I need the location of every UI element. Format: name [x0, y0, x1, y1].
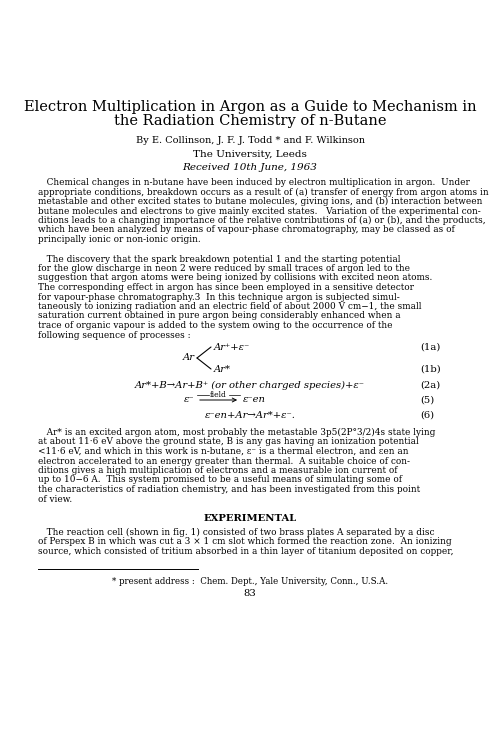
Text: following sequence of processes :: following sequence of processes : — [38, 331, 190, 340]
Text: (5): (5) — [420, 395, 434, 404]
Text: Ar: Ar — [183, 353, 195, 362]
Text: Ar*: Ar* — [214, 364, 231, 374]
Text: 83: 83 — [244, 590, 256, 598]
Text: By E. Collinson, J. F. J. Todd * and F. Wilkinson: By E. Collinson, J. F. J. Todd * and F. … — [136, 136, 364, 145]
Text: of Perspex B in which was cut a 3 × 1 cm slot which formed the reaction zone.  A: of Perspex B in which was cut a 3 × 1 cm… — [38, 538, 452, 547]
Text: The corresponding effect in argon has since been employed in a sensitive detecto: The corresponding effect in argon has si… — [38, 283, 414, 292]
Text: Received 10th June, 1963: Received 10th June, 1963 — [182, 163, 318, 172]
Text: The University, Leeds: The University, Leeds — [193, 150, 307, 159]
Text: Electron Multiplication in Argon as a Guide to Mechanism in: Electron Multiplication in Argon as a Gu… — [24, 100, 476, 114]
Text: taneously to ionizing radiation and an electric field of about 2000 V cm−1, the : taneously to ionizing radiation and an e… — [38, 302, 422, 311]
Text: (2a): (2a) — [420, 380, 440, 389]
Text: (6): (6) — [420, 410, 434, 419]
Text: EXPERIMENTAL: EXPERIMENTAL — [204, 514, 296, 523]
Text: appropriate conditions, breakdown occurs as a result of (a) transfer of energy f: appropriate conditions, breakdown occurs… — [38, 188, 488, 196]
Text: The discovery that the spark breakdown potential 1 and the starting potential: The discovery that the spark breakdown p… — [38, 254, 401, 263]
Text: of view.: of view. — [38, 494, 72, 503]
Text: the characteristics of radiation chemistry, and has been investigated from this : the characteristics of radiation chemist… — [38, 485, 420, 494]
Text: for the glow discharge in neon 2 were reduced by small traces of argon led to th: for the glow discharge in neon 2 were re… — [38, 264, 410, 273]
Text: Ar* is an excited argon atom, most probably the metastable 3p5(2P°3/2)4s state l: Ar* is an excited argon atom, most proba… — [38, 428, 436, 437]
Text: trace of organic vapour is added to the system owing to the occurrence of the: trace of organic vapour is added to the … — [38, 321, 393, 330]
Text: electron accelerated to an energy greater than thermal.  A suitable choice of co: electron accelerated to an energy greate… — [38, 457, 410, 466]
Text: the Radiation Chemistry of n-Butane: the Radiation Chemistry of n-Butane — [114, 114, 386, 128]
Text: (1a): (1a) — [420, 343, 440, 352]
Text: ε⁻en+Ar→Ar*+ε⁻.: ε⁻en+Ar→Ar*+ε⁻. — [204, 410, 296, 419]
Text: at about 11·6 eV above the ground state, B is any gas having an ionization poten: at about 11·6 eV above the ground state,… — [38, 437, 419, 446]
Text: which have been analyzed by means of vapour-phase chromatography, may be classed: which have been analyzed by means of vap… — [38, 226, 455, 235]
Text: source, which consisted of tritium absorbed in a thin layer of titanium deposite: source, which consisted of tritium absor… — [38, 547, 454, 556]
Text: principally ionic or non-ionic origin.: principally ionic or non-ionic origin. — [38, 235, 201, 244]
Text: field: field — [210, 391, 227, 399]
Text: suggestion that argon atoms were being ionized by collisions with excited neon a: suggestion that argon atoms were being i… — [38, 274, 432, 283]
Text: up to 10−6 A.  This system promised to be a useful means of simulating some of: up to 10−6 A. This system promised to be… — [38, 476, 402, 484]
Text: Chemical changes in n-butane have been induced by electron multiplication in arg: Chemical changes in n-butane have been i… — [38, 178, 470, 187]
Text: ε⁻en: ε⁻en — [243, 395, 266, 404]
Text: for vapour-phase chromatography.3  In this technique argon is subjected simul-: for vapour-phase chromatography.3 In thi… — [38, 292, 400, 302]
Text: (1b): (1b) — [420, 364, 441, 374]
Text: Ar⁺+ε⁻: Ar⁺+ε⁻ — [214, 343, 250, 352]
Text: The reaction cell (shown in fig. 1) consisted of two brass plates A separated by: The reaction cell (shown in fig. 1) cons… — [38, 528, 434, 537]
Text: ε⁻: ε⁻ — [184, 395, 195, 404]
Text: * present address :  Chem. Dept., Yale University, Conn., U.S.A.: * present address : Chem. Dept., Yale Un… — [112, 577, 388, 586]
Text: ditions gives a high multiplication of electrons and a measurable ion current of: ditions gives a high multiplication of e… — [38, 466, 398, 475]
Text: butane molecules and electrons to give mainly excited states.   Variation of the: butane molecules and electrons to give m… — [38, 206, 481, 215]
Text: Ar*+B→Ar+B⁺ (or other charged species)+ε⁻: Ar*+B→Ar+B⁺ (or other charged species)+ε… — [135, 380, 365, 389]
Text: saturation current obtained in pure argon being considerably enhanced when a: saturation current obtained in pure argo… — [38, 311, 401, 320]
Text: <11·6 eV, and which in this work is n-butane, ε⁻ is a thermal electron, and εen : <11·6 eV, and which in this work is n-bu… — [38, 447, 408, 456]
Text: ditions leads to a changing importance of the relative contributions of (a) or (: ditions leads to a changing importance o… — [38, 216, 486, 225]
Text: metastable and other excited states to butane molecules, giving ions, and (b) in: metastable and other excited states to b… — [38, 197, 482, 206]
